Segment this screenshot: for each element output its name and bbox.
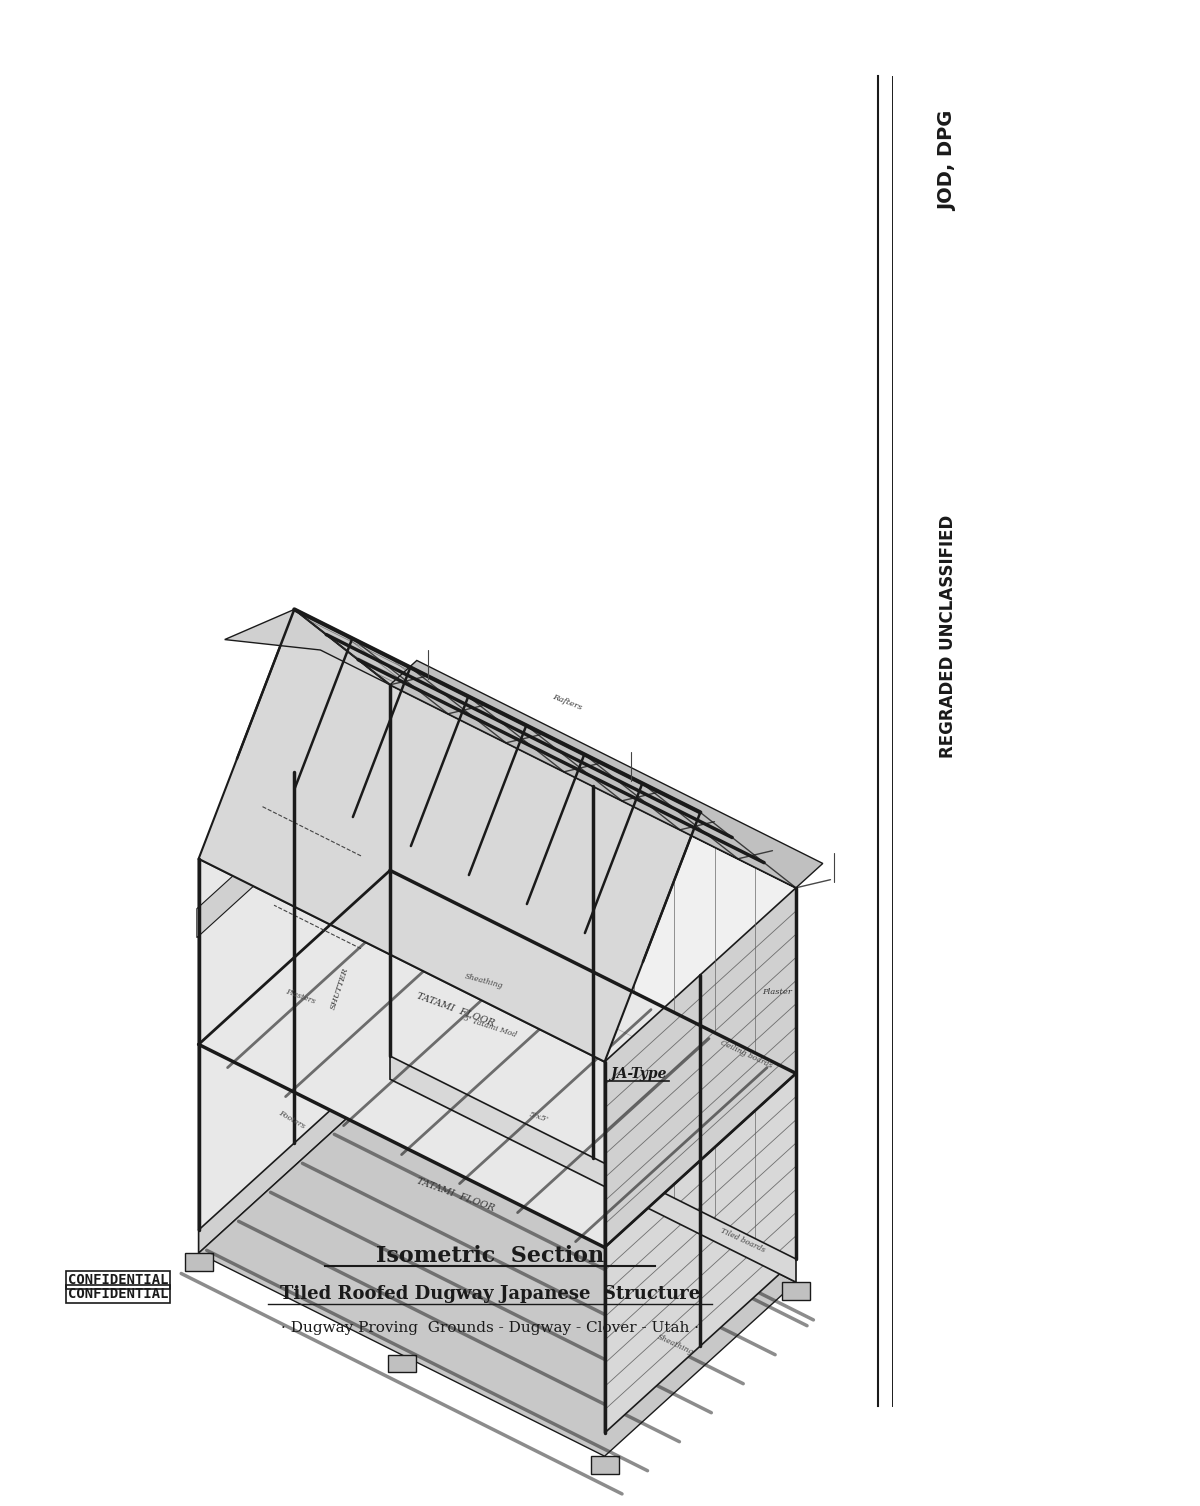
Text: JA-Type: JA-Type bbox=[610, 1066, 666, 1081]
Polygon shape bbox=[390, 1056, 796, 1282]
Polygon shape bbox=[605, 1074, 796, 1434]
Polygon shape bbox=[199, 610, 701, 1062]
Polygon shape bbox=[199, 870, 796, 1247]
Polygon shape bbox=[199, 1044, 605, 1434]
Polygon shape bbox=[185, 1253, 212, 1271]
Text: CONFIDENTIAL: CONFIDENTIAL bbox=[67, 1273, 168, 1288]
Polygon shape bbox=[390, 870, 796, 1259]
Polygon shape bbox=[199, 870, 390, 1230]
Text: Sheathing: Sheathing bbox=[655, 1333, 695, 1357]
Text: SHUTTER: SHUTTER bbox=[329, 967, 350, 1011]
Polygon shape bbox=[390, 685, 796, 1074]
Polygon shape bbox=[590, 1456, 619, 1473]
Text: Plaster: Plaster bbox=[762, 988, 792, 995]
Polygon shape bbox=[293, 822, 390, 899]
Polygon shape bbox=[199, 858, 605, 1247]
Text: Footers: Footers bbox=[277, 1108, 306, 1131]
Polygon shape bbox=[199, 1080, 796, 1456]
Text: TATAMI  FLOOR: TATAMI FLOOR bbox=[415, 1176, 496, 1214]
Polygon shape bbox=[388, 1355, 415, 1372]
Text: JOD, DPG: JOD, DPG bbox=[938, 111, 958, 211]
Text: Tiled Roofed Dugway Japanese  Structure: Tiled Roofed Dugway Japanese Structure bbox=[280, 1285, 700, 1303]
Polygon shape bbox=[580, 1181, 607, 1199]
Polygon shape bbox=[199, 685, 390, 1044]
Text: 5'x5': 5'x5' bbox=[529, 1110, 550, 1123]
Text: Sheathing: Sheathing bbox=[464, 973, 504, 989]
Text: Tiled boards: Tiled boards bbox=[719, 1226, 767, 1254]
Text: Isometric  Section: Isometric Section bbox=[376, 1245, 604, 1267]
Polygon shape bbox=[199, 1056, 390, 1253]
Text: REGRADED UNCLASSIFIED: REGRADED UNCLASSIFIED bbox=[940, 515, 958, 758]
Text: · Dugway Proving  Grounds - Dugway - Clover - Utah ·: · Dugway Proving Grounds - Dugway - Clov… bbox=[281, 1321, 700, 1334]
Polygon shape bbox=[605, 889, 796, 1247]
Polygon shape bbox=[199, 1056, 796, 1434]
Polygon shape bbox=[376, 1080, 404, 1096]
Text: 5' Tatami Mod: 5' Tatami Mod bbox=[462, 1015, 517, 1039]
Polygon shape bbox=[224, 610, 390, 685]
Text: CONFIDENTIAL: CONFIDENTIAL bbox=[67, 1288, 168, 1301]
Polygon shape bbox=[782, 1282, 810, 1300]
Polygon shape bbox=[294, 610, 796, 889]
Polygon shape bbox=[197, 813, 302, 938]
Text: Rafters: Rafters bbox=[552, 693, 583, 712]
Text: Ceiling boards: Ceiling boards bbox=[719, 1039, 774, 1071]
Text: TATAMI  FLOOR: TATAMI FLOOR bbox=[415, 991, 496, 1029]
Polygon shape bbox=[390, 661, 823, 889]
Text: Plasters: Plasters bbox=[284, 988, 316, 1006]
